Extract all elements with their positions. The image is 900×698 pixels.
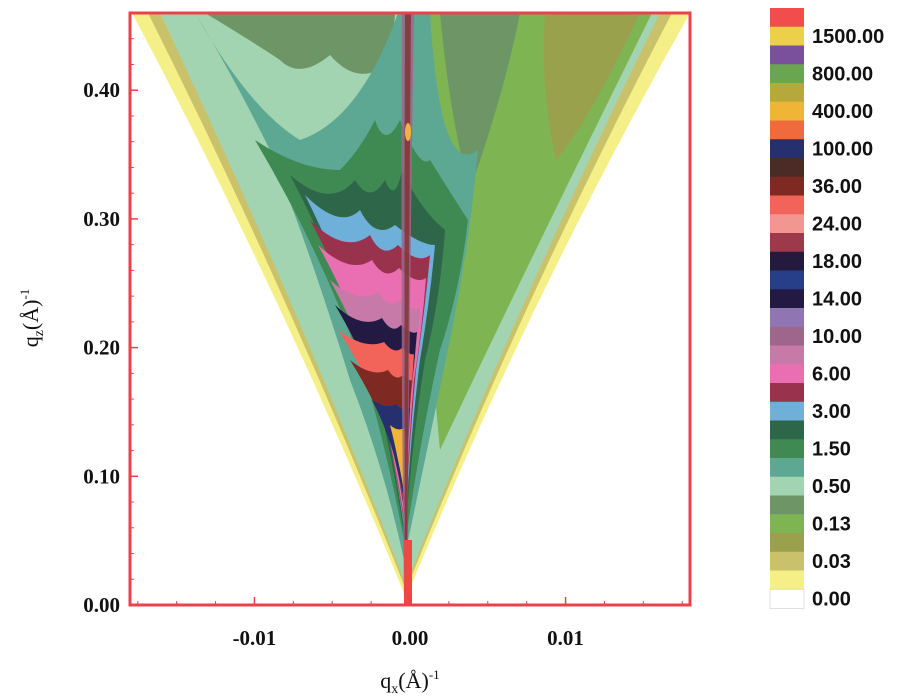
- specular-rod: [404, 540, 412, 605]
- colorbar-swatch: [770, 270, 804, 290]
- colorbar-label: 14.00: [812, 289, 862, 311]
- colorbar-label: 0.13: [812, 514, 851, 536]
- colorbar-swatch: [770, 326, 804, 346]
- colorbar-swatch: [770, 476, 804, 496]
- colorbar-swatch: [770, 458, 804, 478]
- colorbar-label: 800.00: [812, 64, 873, 86]
- colorbar-swatch: [770, 214, 804, 234]
- colorbar-swatch: [770, 139, 804, 159]
- colorbar-label: 0.00: [812, 589, 851, 611]
- x-axis-ticks: -0.01 0.00 0.01: [137, 597, 683, 650]
- colorbar-label: 24.00: [812, 214, 862, 236]
- colorbar-swatch: [770, 495, 804, 515]
- x-axis-title-base: q: [380, 668, 391, 693]
- y-tick-label: 0.30: [83, 207, 120, 231]
- colorbar-swatch: [770, 289, 804, 309]
- colorbar-label: 36.00: [812, 176, 862, 198]
- contour-band-36.00: [338, 330, 414, 510]
- y-axis-title: qz(Å)-1: [17, 289, 47, 348]
- y-axis-ticks: 0.00 0.10 0.20 0.30 0.40: [83, 38, 138, 617]
- intensity-map: [132, 13, 690, 605]
- x-tick-label: -0.01: [233, 626, 277, 650]
- colorbar-swatch: [770, 26, 804, 46]
- colorbar-swatch: [770, 45, 804, 65]
- colorbar-swatch: [769, 588, 805, 609]
- x-axis-title-sub: x: [391, 682, 398, 697]
- contour-band-400.00: [372, 400, 410, 505]
- x-tick-label: 0.01: [547, 626, 584, 650]
- specular-streak-core: [404, 13, 411, 600]
- colorbar-label: 6.00: [812, 364, 851, 386]
- contour-band-darkgreen-right: [440, 13, 520, 190]
- colorbar-swatch: [770, 345, 804, 365]
- colorbar-label: 400.00: [812, 101, 873, 123]
- colorbar-swatch: [770, 64, 804, 84]
- y-axis-title-unit: (Å): [18, 300, 43, 331]
- colorbar-swatch: [770, 120, 804, 140]
- contour-band-100.00: [350, 360, 412, 505]
- y-tick-label: 0.00: [83, 593, 120, 617]
- colorbar-swatch: [770, 101, 804, 121]
- colorbar-label: 10.00: [812, 326, 862, 348]
- colorbar-label: 1.50: [812, 439, 851, 461]
- specular-hot-spot: [405, 123, 411, 141]
- y-axis-title-sup: -1: [17, 289, 32, 300]
- contour-band-darkgreen-left: [205, 13, 395, 74]
- colorbar-swatch: [770, 176, 804, 196]
- colorbar-swatch: [770, 401, 804, 421]
- colorbar-swatch: [770, 233, 804, 253]
- colorbar-label: 0.03: [812, 551, 851, 573]
- colorbar-label: 0.50: [812, 476, 851, 498]
- colorbar-swatch: [770, 251, 804, 271]
- contour-band-olive-right: [543, 13, 640, 160]
- colorbar-swatch: [770, 420, 804, 440]
- colorbar-label: 1500.00: [812, 26, 884, 48]
- colorbar-label: 3.00: [812, 401, 851, 423]
- colorbar-label: 18.00: [812, 251, 862, 273]
- colorbar-swatch: [770, 383, 804, 403]
- colorbar-swatch: [770, 83, 804, 103]
- colorbar-swatch: [770, 514, 804, 534]
- colorbar-swatch: [770, 308, 804, 328]
- colorbar-swatch: [770, 364, 804, 384]
- colorbar-swatch: [770, 533, 804, 553]
- colorbar-swatch: [770, 551, 804, 571]
- x-axis-title-unit: (Å): [398, 668, 429, 693]
- y-axis-title-sub: z: [32, 330, 47, 336]
- colorbar-swatch: [770, 158, 804, 178]
- y-tick-label: 0.40: [83, 78, 120, 102]
- colorbar-label: 100.00: [812, 139, 873, 161]
- colorbar-swatch: [770, 570, 804, 590]
- colorbar-swatch: [770, 8, 804, 28]
- colorbar-swatch: [770, 195, 804, 215]
- y-tick-label: 0.20: [83, 336, 120, 360]
- colorbar-legend: 1500.00 800.00 400.00 100.00 36.00 24.00 18.00…: [769, 8, 884, 611]
- x-axis-title-sup: -1: [429, 667, 440, 682]
- y-tick-label: 0.10: [83, 464, 120, 488]
- y-axis-title-base: q: [18, 336, 43, 347]
- x-axis-title: qx(Å)-1: [380, 667, 439, 697]
- x-tick-label: 0.00: [392, 626, 429, 650]
- colorbar-swatch: [770, 439, 804, 459]
